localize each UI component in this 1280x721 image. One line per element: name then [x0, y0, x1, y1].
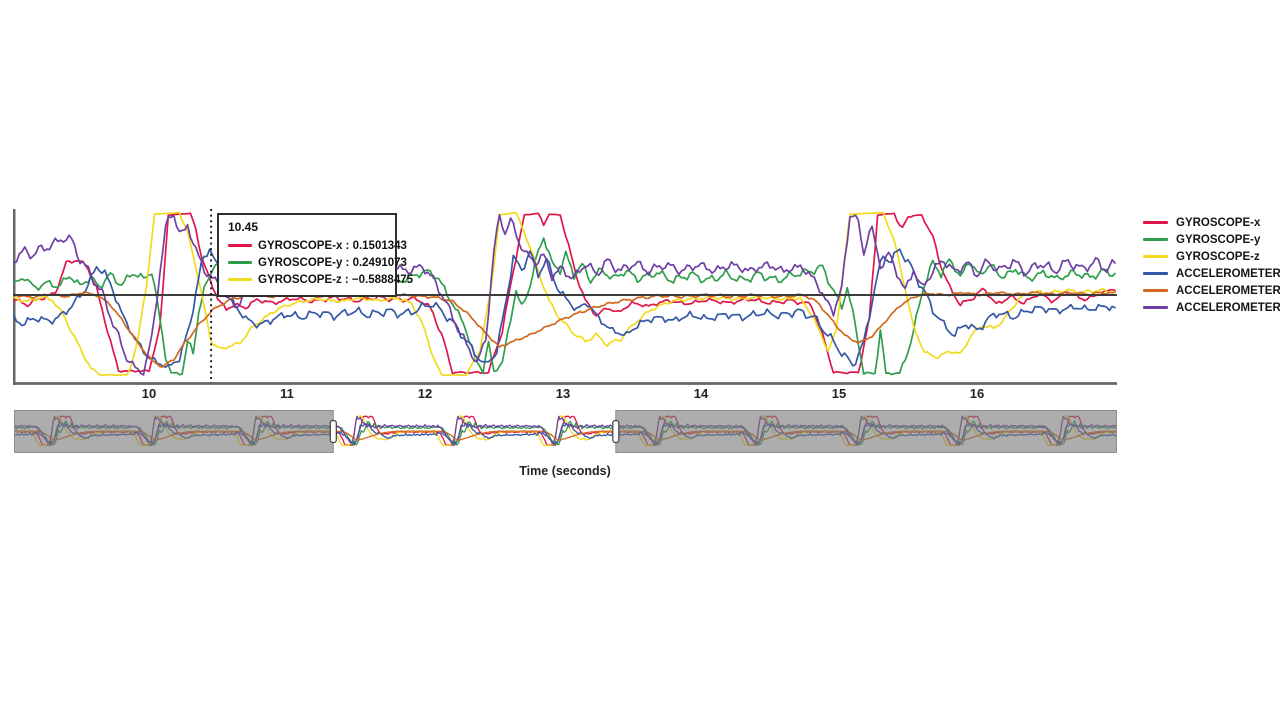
tooltip-entry-label: GYROSCOPE-x : 0.1501343 — [258, 239, 407, 252]
tooltip-entry: GYROSCOPE-y : 0.2491073 — [228, 254, 407, 271]
range-handle-right[interactable] — [612, 419, 620, 444]
range-selector-veil-left[interactable] — [14, 410, 334, 453]
legend-item-GYROSCOPE-x[interactable]: GYROSCOPE-x — [1143, 214, 1280, 231]
range-selector-veil-right[interactable] — [615, 410, 1117, 453]
legend-swatch-line — [1143, 255, 1168, 258]
series-line-GYROSCOPE-z — [13, 211, 1116, 377]
tooltip-swatch-line — [228, 244, 252, 247]
series-line-ACCELEROMETER-z — [13, 213, 1116, 376]
chart-tooltip: 10.45 GYROSCOPE-x : 0.1501343 GYROSCOPE-y… — [217, 213, 413, 297]
tooltip-entry: GYROSCOPE-x : 0.1501343 — [228, 237, 407, 254]
x-tick-label-13: 13 — [555, 386, 571, 401]
x-tick-label-16: 16 — [969, 386, 985, 401]
x-tick-label-11: 11 — [280, 386, 294, 401]
x-axis-ticks: 10 11 12 13 14 15 16 — [0, 386, 1280, 402]
legend-swatch-line — [1143, 221, 1168, 224]
legend-swatch-line — [1143, 306, 1168, 309]
range-handle-left[interactable] — [329, 419, 337, 444]
tooltip-entries: GYROSCOPE-x : 0.1501343 GYROSCOPE-y : 0.2… — [228, 237, 413, 288]
legend-item-GYROSCOPE-y[interactable]: GYROSCOPE-y — [1143, 231, 1280, 248]
series-line-GYROSCOPE-x — [13, 212, 1116, 375]
chart-legend: GYROSCOPE-x GYROSCOPE-y GYROSCOPE-z ACCELER… — [1143, 214, 1280, 316]
tooltip-entry: GYROSCOPE-z : −0.5888475 — [228, 271, 413, 288]
tooltip-time: 10.45 — [228, 220, 259, 234]
tooltip-entry-label: GYROSCOPE-y : 0.2491073 — [258, 256, 407, 269]
legend-item-ACCELEROMETER-y[interactable]: ACCELEROMETER-y — [1143, 282, 1280, 299]
legend-item-label: ACCELEROMETER-x — [1176, 267, 1280, 280]
x-tick-label-10: 10 — [141, 386, 157, 401]
x-tick-label-14: 14 — [693, 386, 709, 401]
range-selector[interactable] — [14, 410, 1117, 453]
legend-item-label: ACCELEROMETER-y — [1176, 284, 1280, 297]
legend-swatch-line — [1143, 238, 1168, 241]
legend-item-label: GYROSCOPE-y — [1176, 233, 1261, 246]
legend-swatch-line — [1143, 272, 1168, 275]
legend-item-ACCELEROMETER-z[interactable]: ACCELEROMETER-z — [1143, 299, 1280, 316]
legend-swatch-line — [1143, 289, 1168, 292]
legend-item-label: GYROSCOPE-z — [1176, 250, 1260, 263]
tooltip-entry-label: GYROSCOPE-z : −0.5888475 — [258, 273, 414, 286]
tooltip-swatch-line — [228, 261, 252, 264]
legend-item-GYROSCOPE-z[interactable]: GYROSCOPE-z — [1143, 248, 1280, 265]
legend-item-ACCELEROMETER-x[interactable]: ACCELEROMETER-x — [1143, 265, 1280, 282]
series-line-ACCELEROMETER-y — [13, 290, 1116, 368]
legend-item-label: ACCELEROMETER-z — [1176, 301, 1280, 314]
main-chart[interactable] — [13, 209, 1117, 385]
series-line-ACCELEROMETER-x — [13, 248, 1116, 368]
x-tick-label-15: 15 — [831, 386, 847, 401]
tooltip-swatch-line — [228, 278, 252, 281]
x-axis-label: Time (seconds) — [519, 464, 611, 478]
legend-item-label: GYROSCOPE-x — [1176, 216, 1261, 229]
series-line-GYROSCOPE-y — [13, 237, 1116, 376]
x-tick-label-12: 12 — [417, 386, 433, 401]
